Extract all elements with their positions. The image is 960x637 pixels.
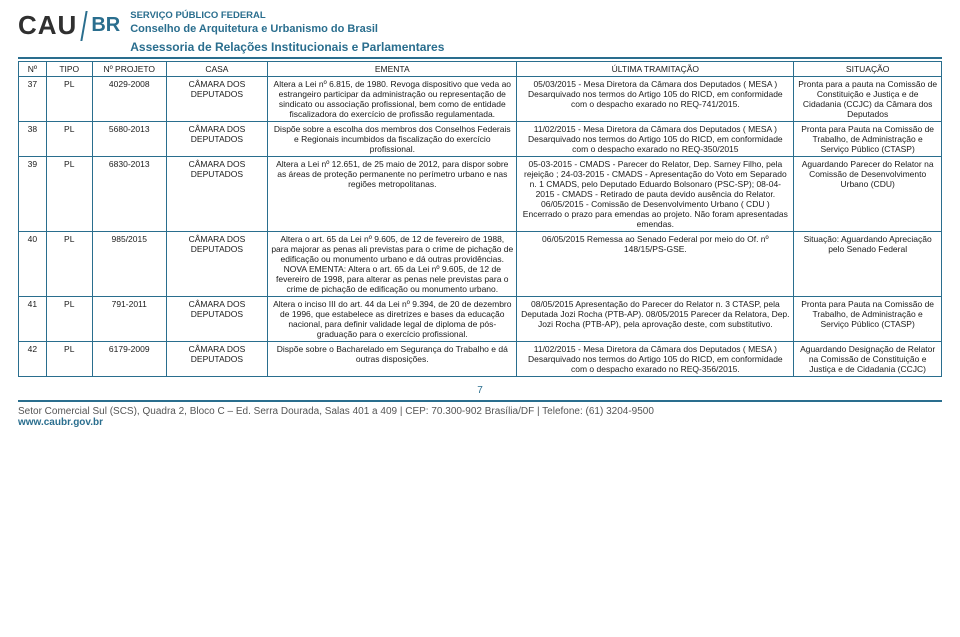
col-tipo: TIPO [46,62,92,77]
cell-tipo: PL [46,122,92,157]
cell-tram: 11/02/2015 - Mesa Diretora da Câmara dos… [517,122,794,157]
cell-tipo: PL [46,297,92,342]
cell-tram: 06/05/2015 Remessa ao Senado Federal por… [517,232,794,297]
cell-casa: CÂMARA DOS DEPUTADOS [166,122,268,157]
page-container: CAU BR SERVIÇO PÚBLICO FEDERAL Conselho … [0,0,960,436]
cell-sit: Aguardando Parecer do Relator na Comissã… [794,157,942,232]
cell-n: 42 [19,342,47,377]
cell-tipo: PL [46,232,92,297]
table-row: 38PL5680-2013CÂMARA DOS DEPUTADOSDispõe … [19,122,942,157]
cell-sit: Pronta para a pauta na Comissão de Const… [794,77,942,122]
logo-br: BR [91,14,120,37]
cell-tipo: PL [46,77,92,122]
footer-address: Setor Comercial Sul (SCS), Quadra 2, Blo… [18,406,942,417]
cell-tram: 08/05/2015 Apresentação do Parecer do Re… [517,297,794,342]
table-row: 41PL791-2011CÂMARA DOS DEPUTADOSAltera o… [19,297,942,342]
cell-tram: 05/03/2015 - Mesa Diretora da Câmara dos… [517,77,794,122]
cell-proj: 791-2011 [92,297,166,342]
col-ementa: EMENTA [268,62,517,77]
col-situacao: SITUAÇÃO [794,62,942,77]
cell-ementa: Dispõe sobre o Bacharelado em Segurança … [268,342,517,377]
table-row: 42PL6179-2009CÂMARA DOS DEPUTADOSDispõe … [19,342,942,377]
cell-ementa: Altera o inciso III do art. 44 da Lei nº… [268,297,517,342]
cell-tipo: PL [46,157,92,232]
cell-n: 41 [19,297,47,342]
cell-ementa: Dispõe sobre a escolha dos membros dos C… [268,122,517,157]
table-row: 39PL6830-2013CÂMARA DOS DEPUTADOSAltera … [19,157,942,232]
cell-casa: CÂMARA DOS DEPUTADOS [166,297,268,342]
table-header: Nº TIPO Nº PROJETO CASA EMENTA ÚLTIMA TR… [19,62,942,77]
cell-ementa: Altera a Lei nº 6.815, de 1980. Revoga d… [268,77,517,122]
cell-sit: Situação: Aguardando Apreciação pelo Sen… [794,232,942,297]
data-table: Nº TIPO Nº PROJETO CASA EMENTA ÚLTIMA TR… [18,61,942,377]
cell-proj: 985/2015 [92,232,166,297]
cell-casa: CÂMARA DOS DEPUTADOS [166,342,268,377]
header-line-2: Conselho de Arquitetura e Urbanismo do B… [130,22,942,36]
cell-n: 39 [19,157,47,232]
page-header: CAU BR SERVIÇO PÚBLICO FEDERAL Conselho … [18,10,942,59]
cell-ementa: Altera a Lei nº 12.651, de 25 maio de 20… [268,157,517,232]
cell-casa: CÂMARA DOS DEPUTADOS [166,232,268,297]
table-row: 40PL985/2015CÂMARA DOS DEPUTADOSAltera o… [19,232,942,297]
cell-casa: CÂMARA DOS DEPUTADOS [166,157,268,232]
page-number: 7 [18,385,942,396]
cell-proj: 6179-2009 [92,342,166,377]
col-projeto: Nº PROJETO [92,62,166,77]
cell-n: 40 [19,232,47,297]
col-tramitacao: ÚLTIMA TRAMITAÇÃO [517,62,794,77]
cell-sit: Pronta para Pauta na Comissão de Trabalh… [794,122,942,157]
header-text-block: SERVIÇO PÚBLICO FEDERAL Conselho de Arqu… [130,10,942,55]
col-casa: CASA [166,62,268,77]
cell-tipo: PL [46,342,92,377]
cell-n: 37 [19,77,47,122]
table-body: 37PL4029-2008CÂMARA DOS DEPUTADOSAltera … [19,77,942,377]
cell-n: 38 [19,122,47,157]
cell-sit: Pronta para Pauta na Comissão de Trabalh… [794,297,942,342]
cell-ementa: Altera o art. 65 da Lei nº 9.605, de 12 … [268,232,517,297]
table-row: 37PL4029-2008CÂMARA DOS DEPUTADOSAltera … [19,77,942,122]
header-line-1: SERVIÇO PÚBLICO FEDERAL [130,10,942,22]
cell-tram: 05-03-2015 - CMADS - Parecer do Relator,… [517,157,794,232]
cell-proj: 5680-2013 [92,122,166,157]
logo-text: CAU [18,10,77,41]
cell-casa: CÂMARA DOS DEPUTADOS [166,77,268,122]
cell-proj: 6830-2013 [92,157,166,232]
cell-proj: 4029-2008 [92,77,166,122]
logo: CAU BR [18,10,120,41]
cell-sit: Aguardando Designação de Relator na Comi… [794,342,942,377]
page-footer: Setor Comercial Sul (SCS), Quadra 2, Blo… [18,400,942,428]
footer-url: www.caubr.gov.br [18,417,942,428]
col-n: Nº [19,62,47,77]
header-line-3: Assessoria de Relações Institucionais e … [130,40,942,56]
logo-separator [81,11,88,41]
cell-tram: 11/02/2015 - Mesa Diretora da Câmara dos… [517,342,794,377]
